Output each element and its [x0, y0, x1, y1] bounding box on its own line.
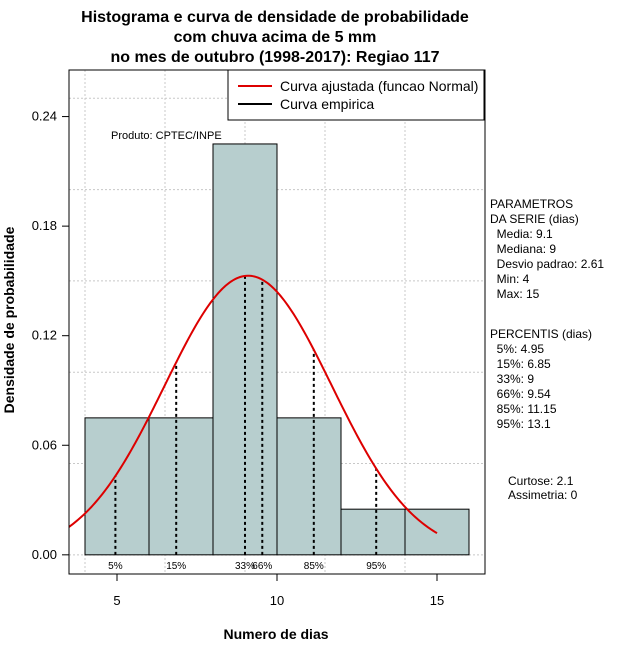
legend-box: [227, 69, 485, 121]
percentis-line: 5%: 4.95: [490, 342, 544, 356]
y-axis-label: Densidade de probabilidade: [1, 226, 17, 413]
chart-title-line-2: com chuva acima de 5 mm: [174, 29, 377, 46]
parametros-line: Media: 9.1: [490, 227, 553, 241]
shape-stats-line: Assimetria: 0: [508, 488, 578, 502]
parametros-line: Min: 4: [490, 272, 530, 286]
parametros-line: Mediana: 9: [490, 242, 556, 256]
y-tick-label: 0.24: [32, 109, 57, 124]
percentis-line: 95%: 13.1: [490, 417, 551, 431]
normal-curve-group: [68, 274, 438, 534]
percentis-line: 15%: 6.85: [490, 357, 551, 371]
percentis-line: 85%: 11.15: [490, 402, 557, 416]
percentis-line: PERCENTIS (dias): [490, 327, 592, 341]
percentis-line: 33%: 9: [490, 372, 534, 386]
percentile-label-33: 33%: [235, 561, 255, 572]
y-tick-label: 0.12: [32, 328, 57, 343]
parametros-line: Max: 15: [490, 287, 540, 301]
parametros-line: Desvio padrao: 2.61: [490, 257, 604, 271]
y-tick-label: 0.18: [32, 218, 57, 233]
percentile-label-85: 85%: [304, 561, 324, 572]
axes: 5 10 15 0.00 0.06 0.12 0.18 0.24: [32, 109, 445, 608]
chart-title-line-1: Histograma e curva de densidade de proba…: [81, 9, 469, 26]
percentis-block: PERCENTIS (dias) 5%: 4.95 15%: 6.85 33%:…: [490, 327, 592, 431]
histogram-bar-1: [84, 417, 150, 556]
histogram-bar-5: [340, 508, 406, 556]
normal-curve: [68, 274, 438, 534]
percentile-label-15: 15%: [166, 561, 186, 572]
histogram-bars: [84, 143, 470, 556]
percentile-lines: 5% 15% 33%66% 85% 95%: [108, 275, 386, 572]
y-tick-label: 0.06: [32, 437, 57, 452]
legend: Curva ajustada (funcao Normal) Curva emp…: [227, 69, 485, 121]
parametros-line: DA SERIE (dias): [490, 212, 579, 226]
percentile-label-95: 95%: [366, 561, 386, 572]
legend-label-normal: Curva ajustada (funcao Normal): [280, 78, 478, 94]
x-tick-label: 15: [430, 593, 444, 608]
legend-label-empirical: Curva empirica: [280, 96, 374, 112]
y-tick-label: 0.00: [32, 547, 57, 562]
product-annotation: Produto: CPTEC/INPE: [111, 130, 222, 142]
chart-title-line-3: no mes de outubro (1998-2017): Regiao 11…: [111, 49, 440, 66]
shape-stats-line: Curtose: 2.1: [508, 474, 574, 488]
histogram-bar-4: [276, 417, 342, 556]
parametros-line: PARAMETROS: [490, 197, 573, 211]
x-tick-label: 5: [113, 593, 120, 608]
x-axis-label: Numero de dias: [223, 626, 328, 642]
percentile-label-5: 5%: [108, 561, 123, 572]
percentile-label-66: 66%: [252, 561, 272, 572]
x-tick-label: 10: [270, 593, 284, 608]
histogram-bar-2: [148, 417, 214, 556]
percentis-line: 66%: 9.54: [490, 387, 551, 401]
